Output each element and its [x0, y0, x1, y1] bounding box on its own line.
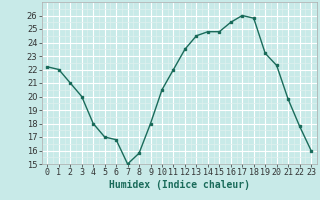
- X-axis label: Humidex (Indice chaleur): Humidex (Indice chaleur): [109, 180, 250, 190]
